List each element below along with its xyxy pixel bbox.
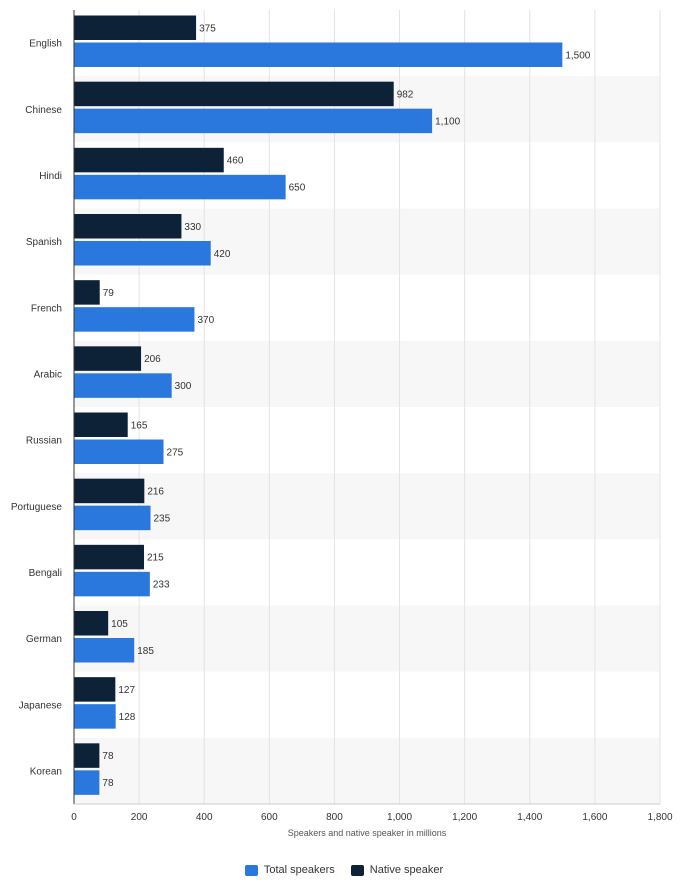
- value-label-native: 165: [131, 420, 148, 431]
- bar-total: [74, 108, 433, 134]
- value-label-total: 128: [119, 712, 136, 723]
- bar-native: [74, 611, 109, 636]
- bar-native: [74, 280, 100, 305]
- x-tick-label: 800: [326, 812, 343, 823]
- value-label-native: 330: [184, 222, 201, 233]
- x-tick-label: 1,000: [387, 812, 412, 823]
- category-label: Korean: [30, 766, 62, 777]
- value-label-total: 78: [102, 778, 114, 789]
- x-tick-label: 1,800: [647, 812, 672, 823]
- value-label-native: 105: [111, 619, 128, 630]
- value-label-native: 206: [144, 354, 161, 365]
- category-label: Russian: [26, 436, 62, 447]
- category-label: German: [26, 634, 62, 645]
- legend: Total speakers Native speaker: [0, 864, 688, 876]
- row-band: [74, 340, 660, 407]
- x-tick-label: 600: [261, 812, 278, 823]
- category-label: Arabic: [34, 369, 62, 380]
- bar-total: [74, 241, 211, 266]
- category-label: Hindi: [39, 171, 62, 182]
- bar-total: [74, 770, 100, 795]
- value-label-total: 275: [167, 447, 184, 458]
- value-label-total: 185: [137, 646, 154, 657]
- x-tick-label: 400: [196, 812, 213, 823]
- bar-total: [74, 571, 150, 597]
- value-label-total: 235: [154, 513, 171, 524]
- category-label: English: [29, 39, 62, 50]
- category-label: French: [31, 303, 62, 314]
- value-label-total: 300: [175, 381, 192, 392]
- legend-item-total[interactable]: Total speakers: [244, 864, 335, 876]
- bar-total: [74, 42, 563, 67]
- legend-item-native[interactable]: Native speaker: [350, 864, 444, 876]
- x-tick-label: 1,400: [517, 812, 542, 823]
- row-band: [74, 605, 660, 672]
- category-label: Japanese: [19, 700, 63, 711]
- bar-native: [74, 346, 142, 371]
- value-label-total: 233: [153, 580, 170, 591]
- bar-total: [74, 174, 286, 200]
- value-label-native: 78: [102, 751, 114, 762]
- x-tick-label: 0: [71, 812, 77, 823]
- value-label-native: 216: [147, 486, 164, 497]
- value-label-total: 650: [289, 183, 306, 194]
- value-label-native: 79: [103, 288, 115, 299]
- legend-label-native: Native speaker: [369, 864, 444, 876]
- x-tick-label: 200: [131, 812, 148, 823]
- bar-total: [74, 307, 195, 332]
- bar-native: [74, 412, 128, 437]
- legend-swatch-total: [244, 864, 258, 876]
- category-label: Chinese: [25, 105, 62, 116]
- value-label-total: 370: [197, 315, 214, 326]
- bar-native: [74, 544, 144, 570]
- category-label: Spanish: [26, 237, 62, 248]
- bar-native: [74, 15, 197, 40]
- legend-swatch-native: [350, 864, 364, 876]
- bar-native: [74, 147, 224, 173]
- value-label-total: 1,100: [435, 116, 460, 127]
- bar-native: [74, 478, 145, 504]
- x-tick-label: 1,600: [582, 812, 607, 823]
- category-label: Bengali: [29, 568, 62, 579]
- x-axis-title: Speakers and native speaker in millions: [288, 828, 447, 838]
- row-band: [74, 473, 660, 540]
- value-label-native: 127: [118, 685, 135, 696]
- bar-chart: English 375 1,500 Chinese 982 1,100 Hindi 460 65…: [11, 10, 673, 838]
- x-tick-label: 1,200: [452, 812, 477, 823]
- value-label-native: 460: [227, 156, 244, 167]
- value-label-native: 982: [397, 89, 414, 100]
- bar-native: [74, 214, 182, 239]
- bar-total: [74, 704, 116, 729]
- bar-total: [74, 439, 164, 464]
- legend-label-total: Total speakers: [263, 864, 335, 876]
- value-label-total: 1,500: [565, 50, 590, 61]
- bar-native: [74, 743, 100, 768]
- bar-total: [74, 638, 135, 663]
- bar-native: [74, 677, 116, 702]
- value-label-native: 375: [199, 23, 216, 34]
- category-label: Portuguese: [11, 502, 63, 513]
- bar-native: [74, 81, 394, 107]
- bar-total: [74, 505, 151, 531]
- value-label-total: 420: [214, 249, 231, 260]
- value-label-native: 215: [147, 553, 164, 564]
- row-band: [74, 737, 660, 804]
- bar-total: [74, 373, 172, 398]
